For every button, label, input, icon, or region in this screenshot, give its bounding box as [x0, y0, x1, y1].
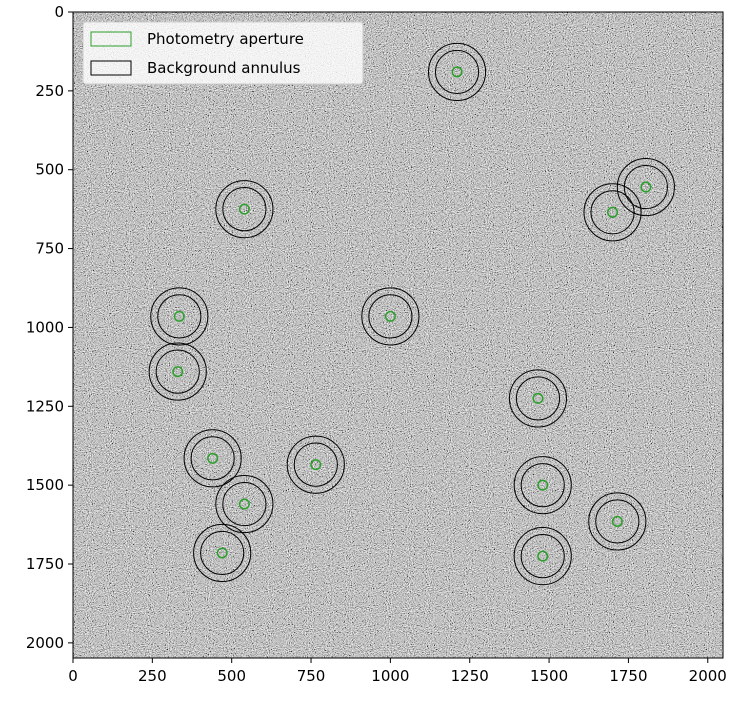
x-tick-label: 750	[297, 667, 326, 685]
photometry-aperture	[207, 452, 219, 464]
x-tick-label: 500	[217, 667, 246, 685]
photometry-aperture	[611, 515, 623, 527]
y-tick-label: 0	[54, 3, 64, 21]
background-annulus	[520, 463, 565, 508]
legend-box	[82, 21, 364, 85]
photometry-aperture	[537, 479, 549, 491]
photometry-aperture	[384, 310, 396, 322]
background-annulus	[157, 294, 202, 339]
background-annulus	[623, 164, 668, 210]
photometry-aperture	[238, 203, 250, 215]
background-annulus	[361, 287, 420, 346]
background-annulus	[222, 187, 267, 232]
background-annulus	[513, 527, 572, 586]
legend-swatch	[90, 31, 132, 47]
background-annulus	[508, 369, 568, 428]
background-annulus	[286, 435, 345, 494]
x-tick-label: 1750	[609, 667, 647, 685]
background-annulus	[515, 376, 561, 421]
background-annulus	[150, 287, 209, 346]
background-annulus	[595, 499, 640, 544]
background-annulus	[183, 429, 242, 488]
background-annulus	[434, 49, 480, 95]
background-annulus	[590, 190, 635, 235]
legend: Photometry aperture Background annulus	[82, 21, 364, 85]
photometry-aperture	[173, 310, 185, 322]
y-tick-label: 250	[35, 82, 64, 100]
photometry-aperture	[451, 66, 463, 78]
background-annulus	[583, 183, 642, 242]
background-annulus	[616, 157, 675, 217]
x-tick-label: 1000	[371, 667, 409, 685]
plot-frame	[72, 11, 724, 659]
background-annulus	[215, 180, 274, 239]
background-annulus	[155, 349, 200, 394]
x-tick-label: 0	[68, 667, 78, 685]
x-tick-label: 1250	[451, 667, 489, 685]
background-annulus	[215, 475, 274, 534]
background-annulus	[513, 456, 572, 515]
image-noise	[73, 12, 723, 658]
y-tick-label: 1250	[26, 397, 64, 415]
photometry-aperture	[532, 392, 544, 404]
background-annulus	[190, 436, 235, 481]
x-tick-label: 250	[138, 667, 167, 685]
background-annulus	[293, 442, 338, 487]
background-annulus	[222, 481, 267, 527]
y-tick-label: 750	[35, 240, 64, 258]
y-tick-label: 500	[35, 161, 64, 179]
background-annulus	[368, 294, 413, 339]
photometry-aperture	[537, 550, 549, 562]
legend-label: Photometry aperture	[147, 30, 304, 48]
background-annulus	[193, 523, 252, 583]
x-tick-label: 2000	[689, 667, 727, 685]
x-tick-label: 1500	[530, 667, 568, 685]
marks	[148, 42, 675, 586]
legend-swatch	[90, 60, 132, 76]
y-tick-label: 2000	[26, 634, 64, 652]
background-annulus	[200, 530, 245, 576]
y-tick-label: 1750	[26, 555, 64, 573]
y-tick-label: 1500	[26, 476, 64, 494]
legend-label: Background annulus	[147, 59, 301, 77]
photometry-aperture	[172, 366, 184, 378]
photometry-aperture	[238, 498, 250, 510]
background-annulus	[520, 534, 565, 579]
photometry-aperture	[640, 181, 652, 193]
background-annulus	[148, 342, 207, 401]
background-annulus	[588, 492, 647, 551]
background-annulus	[427, 42, 487, 101]
photometry-aperture	[607, 206, 619, 218]
photometry-aperture	[310, 459, 322, 471]
y-tick-label: 1000	[26, 318, 64, 336]
photometry-aperture	[216, 547, 228, 559]
